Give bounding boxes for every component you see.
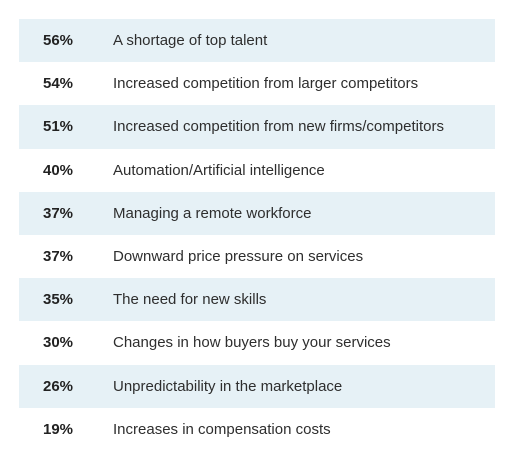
row-label: Managing a remote workforce xyxy=(113,204,312,222)
row-label: Increased competition from larger compet… xyxy=(113,75,419,93)
row-percent: 35% xyxy=(43,291,74,309)
table-row: 37% Downward price pressure on services xyxy=(19,235,495,278)
row-percent: 19% xyxy=(43,420,74,438)
challenges-table: 56% A shortage of top talent 54% Increas… xyxy=(19,19,495,451)
row-percent: 51% xyxy=(43,118,74,136)
row-percent: 40% xyxy=(43,161,74,179)
table-row: 51% Increased competition from new firms… xyxy=(19,105,495,149)
row-percent: 37% xyxy=(43,204,74,222)
table-row: 40% Automation/Artificial intelligence xyxy=(19,149,495,192)
row-percent: 56% xyxy=(43,32,74,50)
row-label: Increases in compensation costs xyxy=(113,420,331,438)
row-label: A shortage of top talent xyxy=(113,32,268,50)
table-row: 19% Increases in compensation costs xyxy=(19,408,495,451)
row-label: Unpredictability in the marketplace xyxy=(113,377,343,395)
table-row: 37% Managing a remote workforce xyxy=(19,191,495,235)
row-label: Increased competition from new firms/com… xyxy=(113,118,444,136)
row-label: Automation/Artificial intelligence xyxy=(113,161,325,179)
row-percent: 30% xyxy=(43,334,74,352)
row-label: Downward price pressure on services xyxy=(113,248,364,266)
table-row: 30% Changes in how buyers buy your servi… xyxy=(19,321,495,364)
row-percent: 54% xyxy=(43,75,74,93)
row-percent: 37% xyxy=(43,248,74,266)
row-label: Changes in how buyers buy your services xyxy=(113,334,391,352)
table-row: 26% Unpredictability in the marketplace xyxy=(19,364,495,408)
row-label: The need for new skills xyxy=(113,291,267,309)
table-row: 56% A shortage of top talent xyxy=(19,19,495,63)
table-row: 54% Increased competition from larger co… xyxy=(19,62,495,105)
table-row: 35% The need for new skills xyxy=(19,278,495,322)
row-percent: 26% xyxy=(43,377,74,395)
